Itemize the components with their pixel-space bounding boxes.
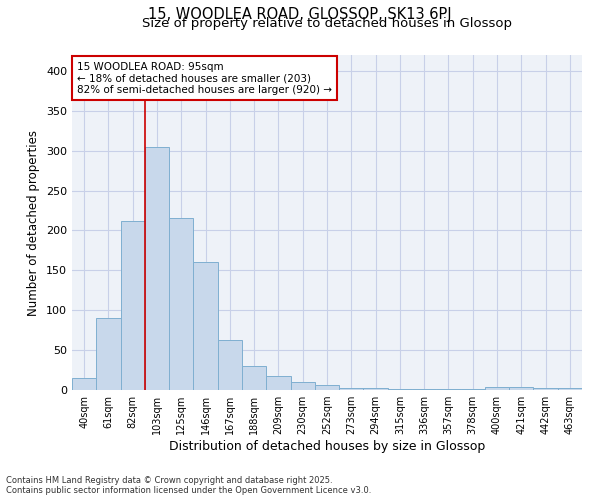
Title: Size of property relative to detached houses in Glossop: Size of property relative to detached ho… bbox=[142, 17, 512, 30]
Bar bbox=[315, 385, 339, 390]
Bar bbox=[145, 146, 169, 390]
Bar bbox=[266, 376, 290, 390]
Bar bbox=[533, 388, 558, 390]
Bar bbox=[509, 387, 533, 390]
Bar bbox=[290, 382, 315, 390]
Bar bbox=[96, 318, 121, 390]
Bar bbox=[388, 389, 412, 390]
Bar bbox=[485, 387, 509, 390]
Text: 15 WOODLEA ROAD: 95sqm
← 18% of detached houses are smaller (203)
82% of semi-de: 15 WOODLEA ROAD: 95sqm ← 18% of detached… bbox=[77, 62, 332, 95]
Bar bbox=[339, 388, 364, 390]
Bar bbox=[436, 389, 461, 390]
Bar bbox=[218, 340, 242, 390]
Bar bbox=[412, 389, 436, 390]
Bar bbox=[242, 366, 266, 390]
Bar bbox=[193, 262, 218, 390]
Text: Contains HM Land Registry data © Crown copyright and database right 2025.
Contai: Contains HM Land Registry data © Crown c… bbox=[6, 476, 371, 495]
Bar bbox=[72, 378, 96, 390]
Bar bbox=[169, 218, 193, 390]
Text: 15, WOODLEA ROAD, GLOSSOP, SK13 6PJ: 15, WOODLEA ROAD, GLOSSOP, SK13 6PJ bbox=[148, 8, 452, 22]
Bar bbox=[121, 221, 145, 390]
Bar bbox=[364, 388, 388, 390]
X-axis label: Distribution of detached houses by size in Glossop: Distribution of detached houses by size … bbox=[169, 440, 485, 453]
Bar bbox=[461, 389, 485, 390]
Y-axis label: Number of detached properties: Number of detached properties bbox=[28, 130, 40, 316]
Bar bbox=[558, 388, 582, 390]
